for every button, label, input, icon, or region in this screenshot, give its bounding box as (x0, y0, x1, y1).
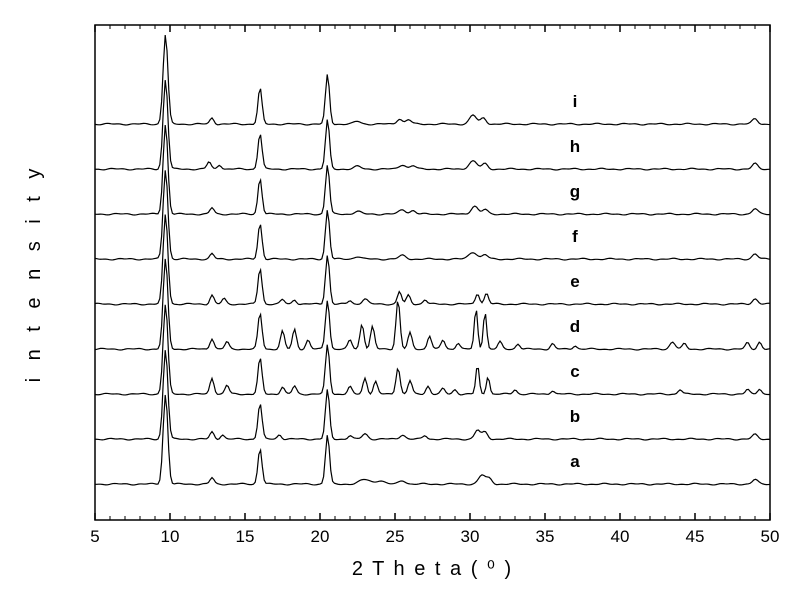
series-label-h: h (570, 137, 580, 156)
x-tick-label: 30 (461, 527, 480, 546)
x-tick-label: 35 (536, 527, 555, 546)
x-tick-label: 5 (90, 527, 99, 546)
xrd-chart: 5 10 15 20 25 30 35 40 45 50 2 T h e t a ( ⁰ ) i n … (0, 0, 800, 596)
x-tick-label: 20 (311, 527, 330, 546)
x-axis-title: 2 T h e t a ( ⁰ ) (352, 558, 513, 580)
series-label-e: e (570, 272, 579, 291)
series-i (95, 35, 770, 125)
x-tick-label: 40 (611, 527, 630, 546)
series-label-a: a (570, 452, 580, 471)
series-label-f: f (572, 227, 578, 246)
x-tick-label: 15 (236, 527, 255, 546)
series-label-b: b (570, 407, 580, 426)
series-a (95, 395, 770, 485)
x-tick-label: 25 (386, 527, 405, 546)
chart-svg: 5 10 15 20 25 30 35 40 45 50 2 T h e t a ( ⁰ ) i n … (0, 0, 800, 596)
x-tick-label: 50 (761, 527, 780, 546)
series-label-g: g (570, 182, 580, 201)
y-axis-title: i n t e n s i t y (23, 163, 45, 383)
series-label-d: d (570, 317, 580, 336)
series-c (95, 305, 770, 395)
x-tick-label: 45 (686, 527, 705, 546)
series-e (95, 215, 770, 305)
series-label-i: i (573, 92, 578, 111)
series-label-c: c (570, 362, 579, 381)
x-tick-label: 10 (161, 527, 180, 546)
